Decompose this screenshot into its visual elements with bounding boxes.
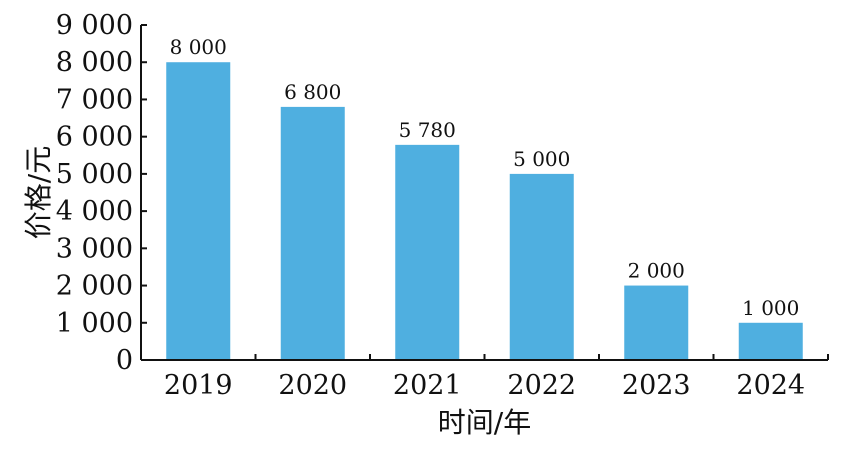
y-tick-label: 6 000: [56, 122, 133, 153]
x-tick-label-2021: 2021: [393, 370, 462, 401]
data-label-2022: 5 000: [513, 147, 570, 171]
bar-2023: [624, 286, 688, 360]
y-tick-label: 4 000: [56, 196, 133, 227]
y-tick-label: 9 000: [56, 10, 133, 41]
y-tick-label: 1 000: [56, 308, 133, 339]
bar-2024: [739, 323, 803, 360]
bars-group: [166, 62, 803, 360]
x-tick-label-2022: 2022: [507, 370, 576, 401]
bar-2020: [281, 107, 345, 360]
data-label-2023: 2 000: [628, 259, 685, 283]
x-axis-title: 时间/年: [438, 406, 531, 439]
bar-2019: [166, 62, 230, 360]
y-tick-label: 5 000: [56, 159, 133, 190]
x-tick-label-2023: 2023: [622, 370, 691, 401]
y-axis-title: 价格/元: [22, 146, 55, 239]
data-label-2019: 8 000: [170, 35, 227, 59]
data-label-2024: 1 000: [742, 296, 799, 320]
x-tick-label-2019: 2019: [164, 370, 233, 401]
x-tick-label-2020: 2020: [278, 370, 347, 401]
data-labels-group: 8 000 6 800 5 780 5 000 2 000 1 000: [170, 35, 800, 320]
y-ticks-group: 0 1 000 2 000 3 000 4 000 5 000 6 000 7 000 8 00…: [56, 10, 147, 376]
y-tick-label: 7 000: [56, 84, 133, 115]
y-tick-label: 8 000: [56, 47, 133, 78]
x-ticks-group: 2019 2020 2021 2022 2023 2024: [164, 354, 828, 401]
y-tick-label: 0: [116, 345, 133, 376]
y-tick-label: 2 000: [56, 271, 133, 302]
bar-2022: [510, 174, 574, 360]
data-label-2021: 5 780: [399, 118, 456, 142]
bar-2021: [395, 145, 459, 360]
x-tick-label-2024: 2024: [736, 370, 805, 401]
data-label-2020: 6 800: [284, 80, 341, 104]
y-tick-label: 3 000: [56, 233, 133, 264]
